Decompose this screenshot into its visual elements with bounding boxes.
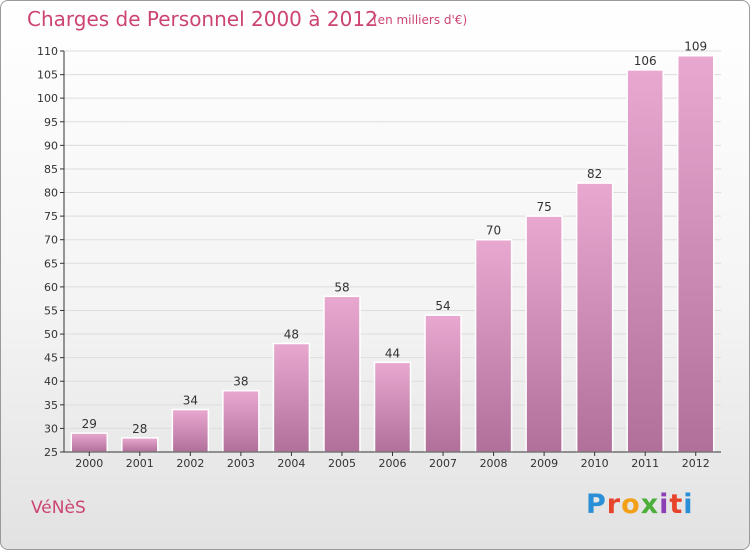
chart-subtitle: (en milliers d'€)	[373, 13, 468, 27]
bar-2002	[171, 408, 210, 453]
y-tick-label: 100	[37, 92, 58, 105]
bar-2001	[121, 437, 159, 453]
data-label: 28	[132, 422, 147, 436]
bar-2008	[474, 238, 513, 453]
x-tick-label: 2008	[480, 457, 508, 470]
y-tick-label: 60	[44, 281, 58, 294]
bar-2003	[222, 389, 260, 453]
data-label: 44	[385, 346, 400, 360]
logo-letter: t	[669, 489, 684, 520]
x-tick-label: 2005	[328, 457, 356, 470]
data-label: 106	[634, 54, 657, 68]
x-tick-label: 2006	[379, 457, 407, 470]
x-tick-label: 2004	[277, 457, 305, 470]
x-tick-label: 2009	[530, 457, 558, 470]
data-labels: 29 28 34 38 48 58 44 54 70 75 82 106 109	[82, 40, 708, 436]
data-label: 54	[435, 299, 450, 313]
x-tick-label: 2000	[75, 457, 103, 470]
bar-2012	[676, 54, 715, 453]
data-label: 70	[486, 224, 501, 238]
bar-2009	[525, 215, 563, 453]
bar-2005	[323, 295, 361, 453]
y-tick-label: 105	[37, 69, 58, 82]
y-tick-label: 65	[44, 257, 58, 270]
y-tick-label: 70	[44, 234, 58, 247]
y-tick-label: 50	[44, 328, 58, 341]
data-label: 109	[684, 40, 707, 54]
data-label: 38	[233, 375, 248, 389]
bar-2007	[424, 314, 462, 453]
data-label: 29	[82, 417, 97, 431]
proxiti-logo[interactable]: Proxiti	[586, 489, 694, 520]
data-label: 58	[334, 280, 349, 294]
data-label: 48	[284, 327, 299, 341]
x-tick-label: 2011	[631, 457, 659, 470]
y-tick-label: 110	[37, 45, 58, 58]
data-label: 34	[183, 394, 198, 408]
x-tick-label: 2012	[682, 457, 710, 470]
y-tick-label: 55	[44, 304, 58, 317]
y-tick-label: 85	[44, 163, 58, 176]
logo-letter: i	[659, 489, 670, 520]
data-label: 75	[536, 200, 551, 214]
bar-2011	[626, 69, 664, 453]
logo-letter: o	[621, 489, 641, 520]
y-tick-label: 45	[44, 352, 58, 365]
x-tick-label: 2003	[227, 457, 255, 470]
axes: 25 30 35 40 45 50 55 60 65 70 75 80 85 90 95 100 105 110 2…	[37, 45, 721, 470]
logo-letter: P	[586, 489, 607, 520]
data-label: 82	[587, 167, 602, 181]
bars	[70, 54, 715, 453]
x-tick-label: 2007	[429, 457, 457, 470]
bar-2004	[272, 342, 311, 453]
y-tick-label: 80	[44, 187, 58, 200]
logo-letter: r	[606, 489, 622, 520]
commune-name: VéNèS	[31, 498, 86, 518]
y-tick-label: 75	[44, 210, 58, 223]
bar-2000	[70, 432, 109, 453]
x-tick-label: 2001	[126, 457, 154, 470]
y-tick-label: 40	[44, 375, 58, 388]
y-tick-label: 25	[44, 446, 58, 459]
y-tick-label: 95	[44, 116, 58, 129]
logo-letter: x	[640, 489, 660, 520]
x-tick-label: 2002	[176, 457, 204, 470]
chart-title: Charges de Personnel 2000 à 2012	[27, 7, 378, 31]
bar-2006	[373, 361, 412, 453]
y-tick-label: 35	[44, 399, 58, 412]
bar-2010	[575, 182, 614, 453]
logo-letter: i	[683, 489, 694, 520]
y-tick-label: 30	[44, 422, 58, 435]
x-tick-label: 2010	[581, 457, 609, 470]
y-tick-label: 90	[44, 139, 58, 152]
